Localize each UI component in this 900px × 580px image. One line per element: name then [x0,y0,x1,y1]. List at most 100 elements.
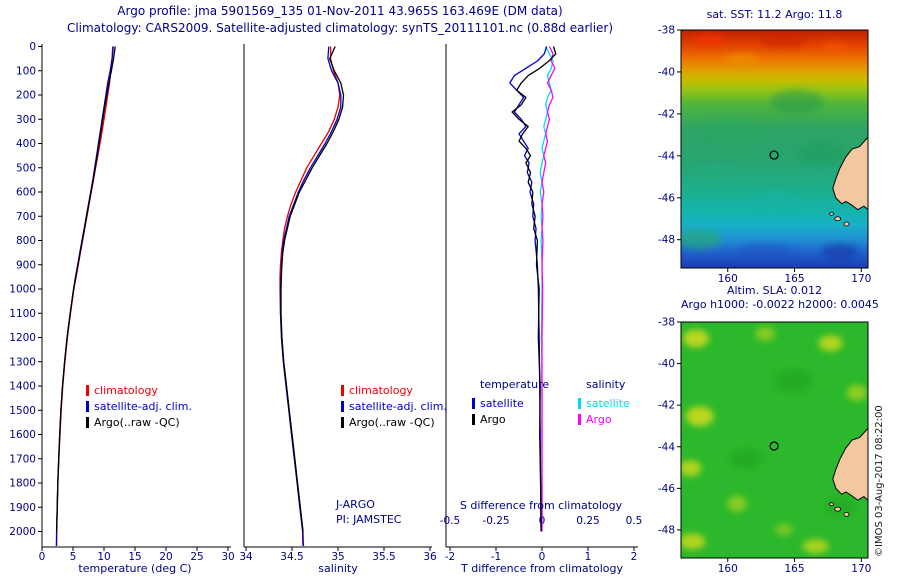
depth-tick-label: 200 [16,90,36,102]
sla-map-title-line1: Altim. SLA: 0.012 [726,284,823,297]
island [843,221,850,227]
legend-label-tdiff-argo: Argo [480,412,506,426]
depth-tick-label: 1800 [9,478,36,490]
x-tick-label: 25 [190,551,203,563]
jargo-line2: PI: JAMSTEC [336,513,402,526]
x-tick-label: 5 [70,551,77,563]
x-tick-label: -1 [491,551,501,563]
island [834,216,842,222]
depth-tick-label: 1100 [9,308,36,320]
x-tick-label: 20 [159,551,172,563]
land-coastline [832,136,868,211]
island [829,502,834,507]
argo-float-marker [769,441,779,451]
sdiff-tick-label: 0.25 [576,515,599,527]
depth-tick-label: 1600 [9,429,36,441]
lat-tick-label: -42 [658,108,675,120]
island [829,211,834,216]
depth-tick-label: 300 [16,114,36,126]
lat-tick-label: -38 [658,317,675,329]
diff-legend-salinity-column: salinity satellite Argo [578,378,630,427]
sdiff-argo-line-sample [578,413,581,425]
legend-label-sdiff-argo: Argo [586,412,612,426]
satellite-clim-line-sample [341,400,344,412]
satellite-clim-line-sample [86,400,89,412]
x-tick-label: 35 [331,551,344,563]
depth-tick-label: 1000 [9,284,36,296]
lat-tick-label: -44 [658,150,675,162]
sdiff-tick-label: -0.25 [482,515,509,527]
tdiff-axis-label: T difference from climatology [461,562,623,575]
land-coastline [832,427,868,501]
jargo-line1: J-ARGO [336,498,375,511]
depth-tick-label: 700 [16,211,36,223]
lat-tick-label: -48 [658,524,675,536]
sdiff-tick-label: -0.5 [440,515,461,527]
sst-map [681,30,868,268]
legend-label-satellite-clim: satellite-adj. clim. [94,399,192,413]
sst-map-title: sat. SST: 11.2 Argo: 11.8 [706,8,843,21]
sst-map-frame [680,29,869,269]
series-temperature-satellite [509,46,548,532]
depth-tick-label: 800 [16,235,36,247]
depth-tick-label: 1200 [9,332,36,344]
depth-tick-label: 1300 [9,356,36,368]
depth-tick-label: 100 [16,65,36,77]
lat-tick-label: -42 [658,400,675,412]
lat-tick-label: -38 [658,25,675,37]
legend-salinity-header: salinity [586,378,626,391]
x-tick-label: 36 [423,551,437,563]
sla-map-frame [680,321,869,559]
lon-tick-label: 160 [718,563,738,575]
lat-tick-label: -48 [658,234,675,246]
legend-label-satellite-clim: satellite-adj. clim. [349,399,447,413]
legend-label-sdiff-satellite: satellite [586,396,630,410]
salinity-plot-legend: climatology satellite-adj. clim. Argo(..… [341,382,447,430]
legend-label-tdiff-satellite: satellite [480,396,524,410]
x-tick-label: 35.5 [372,551,395,563]
series-satellite-adj-clim- [55,46,114,547]
climatology-line-sample [86,384,89,396]
series-climatology [279,46,341,547]
island [843,511,850,517]
depth-tick-label: 1500 [9,405,36,417]
lon-tick-label: 170 [851,563,871,575]
sla-map [681,322,868,558]
argo-line-sample [341,416,344,428]
sdiff-tick-label: 0.5 [626,515,643,527]
depth-tick-label: 2000 [9,526,36,538]
depth-tick-label: 1900 [9,502,36,514]
lon-tick-label: 165 [785,563,805,575]
salinity-profile-axes: 34 34.5 35 35.5 36 [239,44,437,563]
x-tick-label: 30 [221,551,234,563]
series-temperature-argo [511,46,557,532]
figure-title-line1: Argo profile: jma 5901569_135 01-Nov-201… [117,4,563,18]
legend-temperature-header: temperature [480,378,550,391]
lat-tick-label: -46 [658,192,675,204]
legend-label-climatology: climatology [349,383,413,397]
depth-tick-label: 1400 [9,381,36,393]
depth-tick-label: 1700 [9,453,36,465]
x-tick-label: 15 [128,551,141,563]
x-tick-label: -2 [445,551,455,563]
series-argo-raw-qc- [55,46,116,532]
diff-legend-temperature-column: temperature satellite Argo [472,378,549,427]
series-climatology [55,46,114,547]
depth-tick-label: 0 [29,41,36,53]
depth-tick-label: 600 [16,187,36,199]
depth-tick-label: 400 [16,138,36,150]
lon-tick-label: 170 [851,273,871,285]
x-tick-label: 34.5 [280,551,303,563]
x-tick-label: 0 [539,551,546,563]
x-tick-label: 2 [631,551,638,563]
series-salinity-argo [541,46,556,532]
lon-tick-label: 165 [785,273,805,285]
legend-label-climatology: climatology [94,383,158,397]
legend-label-argo: Argo(..raw -QC) [94,415,180,429]
argo-line-sample [86,416,89,428]
temperature-plot-legend: climatology satellite-adj. clim. Argo(..… [86,382,192,430]
figure-title-line2: Climatology: CARS2009. Satellite-adjuste… [66,21,614,35]
depth-tick-label: 500 [16,162,36,174]
